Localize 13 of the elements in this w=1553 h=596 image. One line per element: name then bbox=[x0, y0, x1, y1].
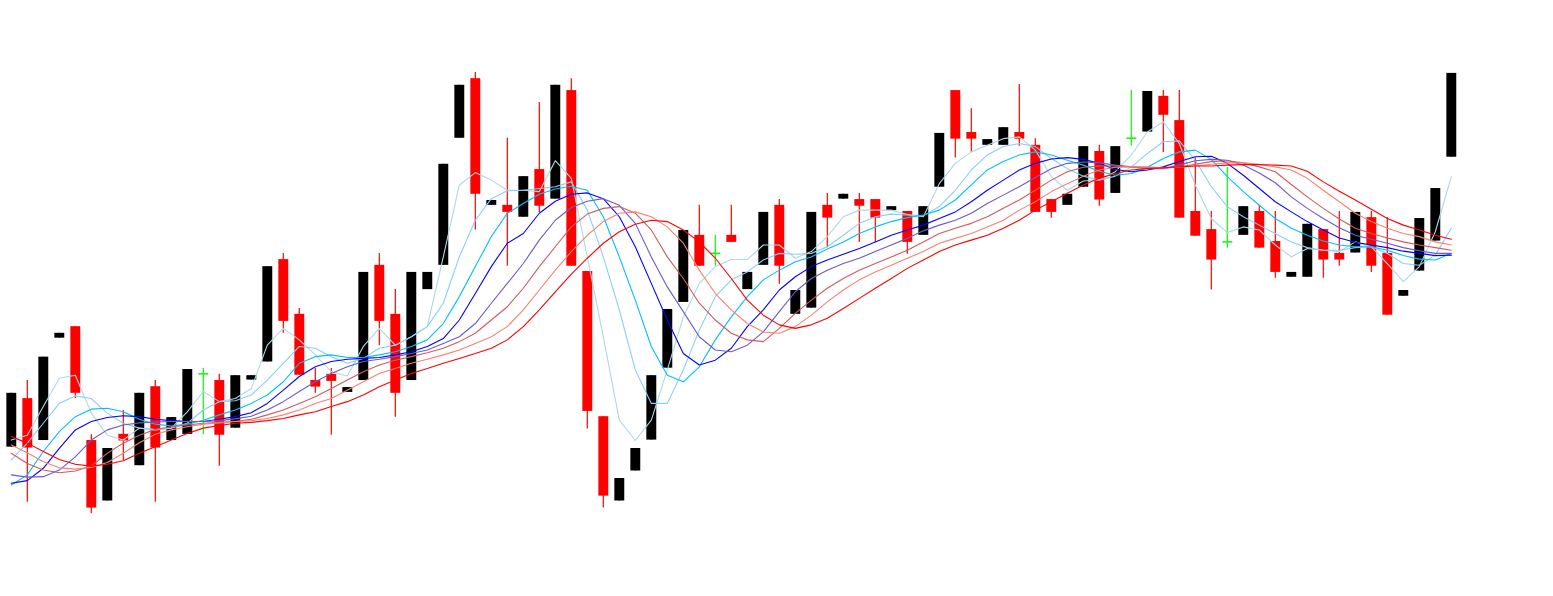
candlestick bbox=[502, 137, 513, 267]
candlestick bbox=[614, 477, 625, 502]
candlestick bbox=[1126, 89, 1137, 147]
candlestick bbox=[1158, 89, 1169, 153]
candlestick bbox=[1334, 210, 1345, 267]
candlestick bbox=[326, 367, 337, 436]
candlestick bbox=[198, 367, 209, 435]
candlestick bbox=[1046, 198, 1057, 219]
candlestick bbox=[966, 107, 977, 153]
candlestick bbox=[822, 192, 833, 248]
candlestick bbox=[854, 192, 865, 243]
candlestick bbox=[1222, 166, 1233, 249]
candlestick bbox=[726, 204, 737, 243]
